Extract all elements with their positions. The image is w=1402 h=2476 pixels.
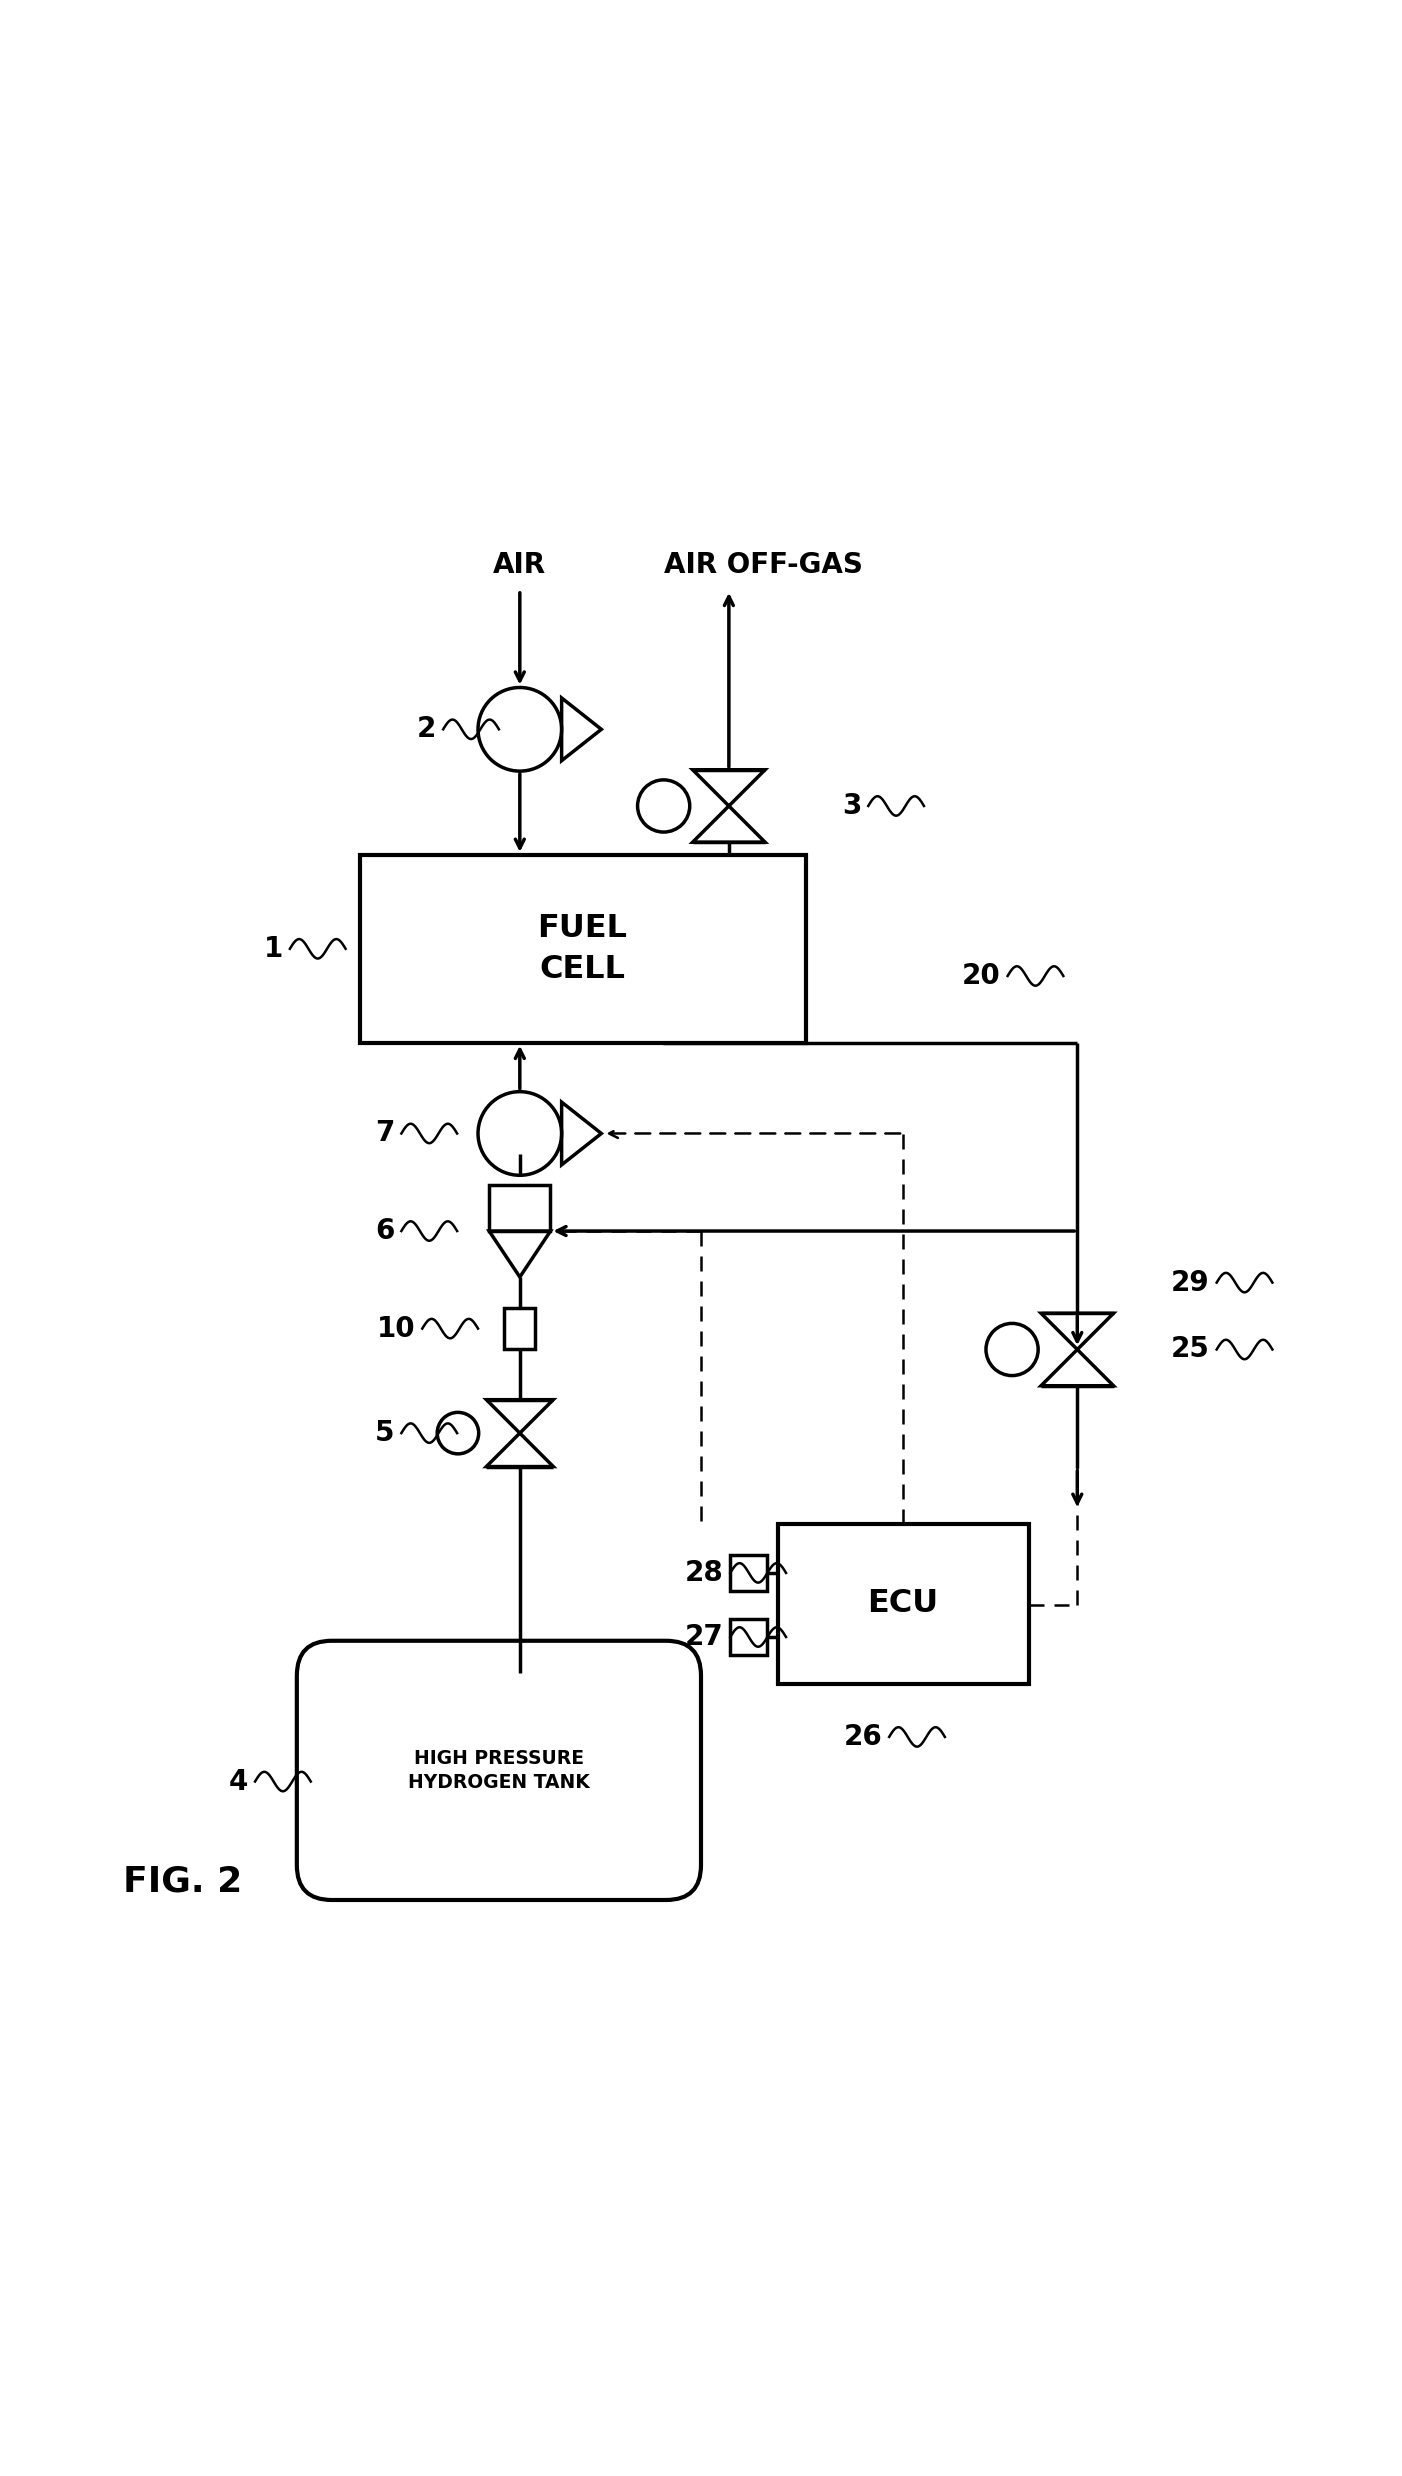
Bar (730, 1555, 767, 1592)
Text: 10: 10 (377, 1315, 415, 1342)
Bar (730, 1619, 767, 1654)
Text: 4: 4 (229, 1768, 248, 1795)
Text: AIR: AIR (494, 550, 547, 579)
Text: 3: 3 (841, 792, 861, 820)
Bar (778, 1523, 1029, 1684)
Text: ECU: ECU (868, 1587, 939, 1619)
Text: FUEL
CELL: FUEL CELL (537, 914, 628, 985)
Text: 28: 28 (684, 1560, 723, 1587)
Bar (359, 854, 806, 1042)
Text: 27: 27 (684, 1622, 723, 1651)
Bar (489, 1186, 551, 1231)
Text: HIGH PRESSURE
HYDROGEN TANK: HIGH PRESSURE HYDROGEN TANK (408, 1748, 590, 1793)
Text: 25: 25 (1171, 1335, 1210, 1364)
Text: FIG. 2: FIG. 2 (122, 1864, 243, 1899)
Text: 5: 5 (374, 1419, 394, 1446)
Text: 29: 29 (1171, 1268, 1210, 1297)
Text: 1: 1 (264, 936, 283, 963)
Text: 6: 6 (374, 1218, 394, 1245)
Text: 20: 20 (962, 963, 1001, 990)
Text: 2: 2 (416, 716, 436, 743)
Text: AIR OFF-GAS: AIR OFF-GAS (665, 550, 864, 579)
Text: 7: 7 (374, 1119, 394, 1146)
Bar (505, 1307, 536, 1349)
Text: 26: 26 (844, 1723, 882, 1751)
